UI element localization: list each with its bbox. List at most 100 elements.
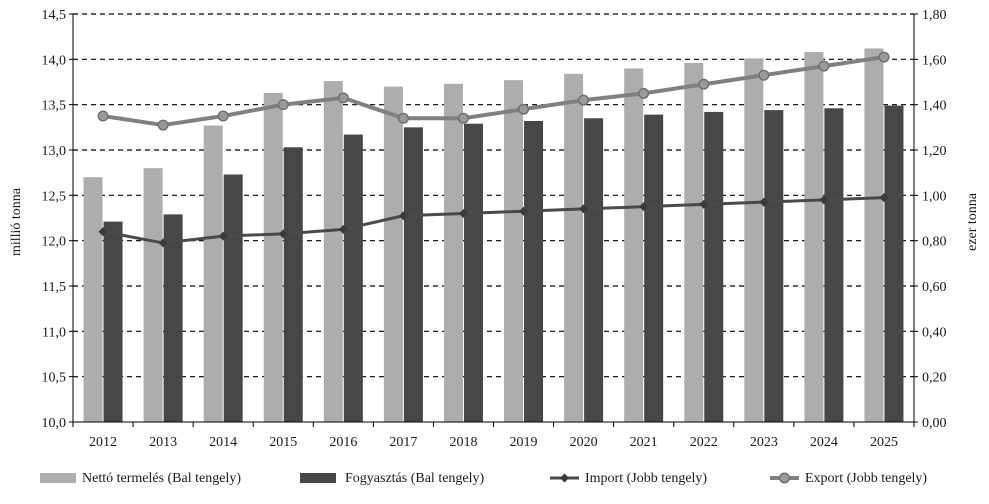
x-tick-label: 2015 bbox=[269, 435, 297, 450]
bars-layer bbox=[83, 48, 904, 423]
bar-fogyasztas bbox=[343, 134, 363, 422]
x-tick-label: 2016 bbox=[329, 435, 357, 450]
legend-label: Nettó termelés (Bal tengely) bbox=[82, 471, 241, 486]
point-import bbox=[398, 211, 408, 221]
lines-layer bbox=[97, 51, 890, 248]
y-axis-title: millió tonna bbox=[9, 187, 24, 256]
y2-tick-label: 0,00 bbox=[922, 416, 947, 431]
point-export bbox=[818, 60, 830, 72]
legend: Nettó termelés (Bal tengely) Fogyasztás (… bbox=[40, 471, 927, 486]
point-import bbox=[218, 231, 228, 241]
point-export bbox=[397, 112, 409, 124]
point-import bbox=[579, 204, 589, 214]
y2-tick-label: 1,60 bbox=[922, 53, 947, 68]
bar-fogyasztas bbox=[764, 110, 784, 423]
bar-fogyasztas bbox=[403, 127, 423, 422]
x-tick-label: 2019 bbox=[510, 435, 538, 450]
point-export bbox=[638, 87, 650, 99]
bar-netto-termeles bbox=[624, 68, 644, 423]
bar-netto-termeles bbox=[804, 52, 824, 423]
bar-fogyasztas bbox=[584, 118, 604, 423]
x-tick-label: 2024 bbox=[810, 435, 838, 450]
point-export bbox=[698, 78, 710, 90]
y2-tick-label: 1,80 bbox=[922, 8, 947, 23]
x-tick-label: 2021 bbox=[630, 435, 658, 450]
y2-tick-label: 0,20 bbox=[922, 371, 947, 386]
y-tick-label: 11,0 bbox=[42, 325, 66, 340]
legend-label: Import (Jobb tengely) bbox=[585, 471, 707, 486]
legend-marker bbox=[560, 473, 569, 483]
x-tick-label: 2025 bbox=[870, 435, 898, 450]
point-import bbox=[759, 197, 769, 207]
point-import bbox=[699, 199, 709, 209]
bar-netto-termeles bbox=[443, 83, 463, 423]
y2-tick-label: 0,80 bbox=[922, 235, 947, 250]
bar-netto-termeles bbox=[383, 86, 403, 423]
y-tick-label: 13,5 bbox=[42, 99, 67, 114]
x-tick-label: 2017 bbox=[389, 435, 417, 450]
bar-fogyasztas bbox=[463, 123, 483, 422]
grid-layer bbox=[73, 13, 914, 378]
legend-label: Fogyasztás (Bal tengely) bbox=[345, 471, 485, 486]
legend-swatch bbox=[40, 473, 76, 483]
bar-fogyasztas bbox=[524, 120, 544, 422]
point-export bbox=[157, 119, 169, 131]
point-export bbox=[578, 94, 590, 106]
point-export bbox=[878, 51, 890, 63]
bar-netto-termeles bbox=[83, 177, 103, 422]
y-tick-label: 10,0 bbox=[42, 416, 67, 431]
x-tick-label: 2023 bbox=[750, 435, 778, 450]
bar-netto-termeles bbox=[143, 168, 163, 422]
point-import bbox=[879, 193, 889, 203]
legend-marker bbox=[779, 472, 791, 484]
x-tick-label: 2018 bbox=[449, 435, 477, 450]
bar-netto-termeles bbox=[323, 81, 343, 423]
bar-fogyasztas bbox=[283, 147, 303, 422]
x-tick-label: 2012 bbox=[89, 435, 117, 450]
bar-fogyasztas bbox=[223, 174, 243, 422]
bar-netto-termeles bbox=[203, 125, 223, 423]
point-import bbox=[158, 238, 168, 248]
y2-tick-label: 0,60 bbox=[922, 280, 947, 295]
y-tick-label: 12,5 bbox=[42, 189, 67, 204]
y-tick-label: 14,5 bbox=[42, 8, 67, 23]
point-export bbox=[277, 99, 289, 111]
y-tick-label: 13,0 bbox=[42, 144, 67, 159]
bar-fogyasztas bbox=[704, 111, 724, 423]
point-import bbox=[639, 202, 649, 212]
point-import bbox=[338, 224, 348, 234]
point-import bbox=[519, 206, 529, 216]
x-tick-label: 2013 bbox=[149, 435, 177, 450]
bar-fogyasztas bbox=[103, 221, 123, 422]
x-tick-label: 2022 bbox=[690, 435, 718, 450]
line-import bbox=[102, 196, 885, 245]
point-export bbox=[217, 110, 229, 122]
legend-label: Export (Jobb tengely) bbox=[805, 471, 927, 486]
x-tick-label: 2014 bbox=[209, 435, 237, 450]
bar-netto-termeles bbox=[864, 48, 884, 422]
x-tick-label: 2020 bbox=[570, 435, 598, 450]
y2-tick-label: 1,00 bbox=[922, 189, 947, 204]
y-tick-label: 12,0 bbox=[42, 235, 67, 250]
y-tick-label: 14,0 bbox=[42, 53, 67, 68]
y2-tick-label: 1,40 bbox=[922, 99, 947, 114]
bar-fogyasztas bbox=[644, 114, 664, 422]
bar-netto-termeles bbox=[684, 62, 704, 423]
point-export bbox=[518, 103, 530, 115]
bar-netto-termeles bbox=[504, 80, 524, 422]
axes-layer bbox=[72, 14, 915, 423]
bar-fogyasztas bbox=[884, 105, 904, 422]
point-export bbox=[337, 92, 349, 104]
line-export bbox=[102, 55, 885, 128]
y2-axis-title: ezer tonna bbox=[965, 192, 980, 251]
bar-netto-termeles bbox=[744, 58, 764, 422]
point-import bbox=[819, 195, 829, 205]
bar-netto-termeles bbox=[263, 92, 283, 422]
point-import bbox=[458, 208, 468, 218]
bar-fogyasztas bbox=[824, 108, 844, 422]
point-export bbox=[758, 69, 770, 81]
point-import bbox=[278, 229, 288, 239]
point-export bbox=[457, 112, 469, 124]
